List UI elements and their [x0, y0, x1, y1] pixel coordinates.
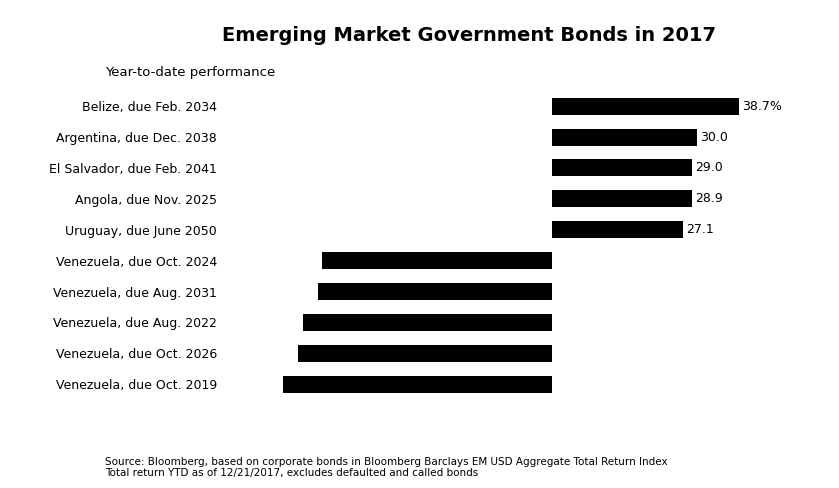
- Bar: [318, 283, 552, 300]
- Text: -51.3: -51.3: [513, 316, 545, 329]
- Text: Emerging Market Government Bonds in 2017: Emerging Market Government Bonds in 2017: [222, 26, 717, 45]
- Text: -55.4: -55.4: [513, 378, 545, 391]
- Text: Year-to-date performance: Year-to-date performance: [105, 66, 275, 79]
- Bar: [552, 221, 683, 238]
- Text: 28.9: 28.9: [695, 192, 722, 205]
- Text: Source: Bloomberg, based on corporate bonds in Bloomberg Barclays EM USD Aggrega: Source: Bloomberg, based on corporate bo…: [105, 457, 668, 478]
- Bar: [322, 252, 552, 269]
- Bar: [552, 98, 739, 115]
- Text: -47.4: -47.4: [513, 254, 545, 267]
- Bar: [303, 314, 552, 331]
- Bar: [298, 345, 552, 362]
- Bar: [552, 129, 697, 145]
- Text: 27.1: 27.1: [686, 224, 714, 236]
- Text: -48.3: -48.3: [513, 285, 545, 298]
- Text: -52.4: -52.4: [513, 347, 545, 360]
- Text: 29.0: 29.0: [696, 162, 723, 175]
- Text: 38.7%: 38.7%: [743, 100, 782, 113]
- Bar: [552, 190, 692, 207]
- Bar: [284, 376, 552, 393]
- Text: 30.0: 30.0: [700, 131, 728, 143]
- Bar: [552, 160, 692, 177]
